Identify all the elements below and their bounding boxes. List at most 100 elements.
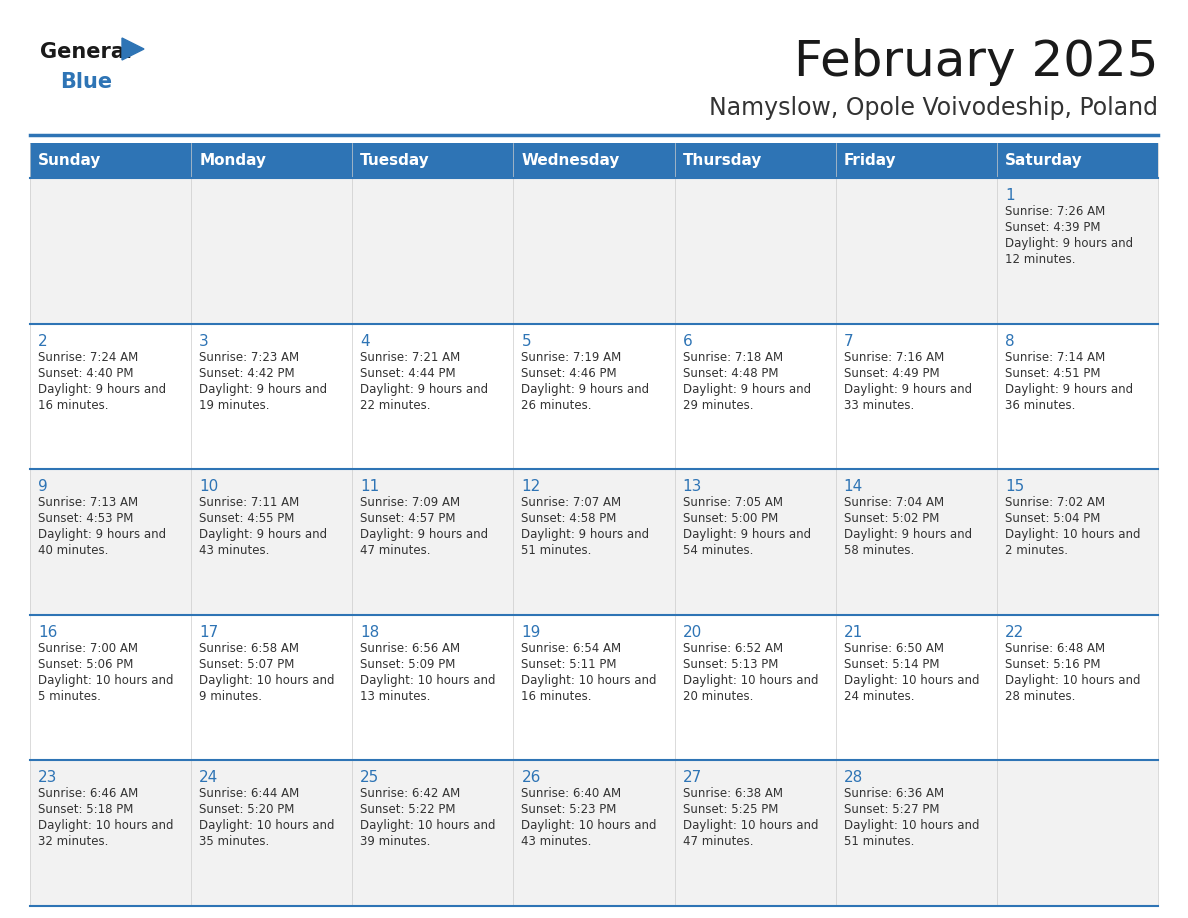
Text: 33 minutes.: 33 minutes. [843, 398, 914, 411]
Text: Sunset: 5:06 PM: Sunset: 5:06 PM [38, 658, 133, 671]
Text: Sunrise: 7:04 AM: Sunrise: 7:04 AM [843, 497, 943, 509]
Bar [30, 469, 1158, 615]
Text: Daylight: 10 hours and: Daylight: 10 hours and [200, 820, 339, 833]
Text: Sunrise: 6:54 AM: Sunrise: 6:54 AM [522, 642, 621, 655]
Bar [835, 143, 997, 178]
Text: Sunrise: 6:46 AM: Sunrise: 6:46 AM [38, 788, 138, 800]
Text: 22: 22 [1005, 625, 1024, 640]
Text: Sunset: 4:48 PM: Sunset: 4:48 PM [683, 366, 778, 380]
Text: Sunrise: 7:23 AM: Sunrise: 7:23 AM [200, 351, 299, 364]
Text: 3: 3 [200, 333, 209, 349]
Bar [675, 143, 835, 178]
Text: 28 minutes.: 28 minutes. [1005, 689, 1075, 703]
Text: Sunrise: 7:11 AM: Sunrise: 7:11 AM [200, 497, 299, 509]
Text: Sunset: 4:46 PM: Sunset: 4:46 PM [522, 366, 617, 380]
Text: Sunrise: 7:07 AM: Sunrise: 7:07 AM [522, 497, 621, 509]
Text: 12 minutes.: 12 minutes. [1005, 253, 1075, 266]
Text: 51 minutes.: 51 minutes. [522, 544, 592, 557]
Text: Sunrise: 7:13 AM: Sunrise: 7:13 AM [38, 497, 138, 509]
Text: Thursday: Thursday [683, 153, 762, 168]
Text: 28: 28 [843, 770, 862, 786]
Text: 6: 6 [683, 333, 693, 349]
Text: Tuesday: Tuesday [360, 153, 430, 168]
Text: General: General [40, 42, 132, 62]
Text: Sunset: 4:57 PM: Sunset: 4:57 PM [360, 512, 456, 525]
Text: Sunset: 5:22 PM: Sunset: 5:22 PM [360, 803, 456, 816]
Text: Sunrise: 7:24 AM: Sunrise: 7:24 AM [38, 351, 138, 364]
Text: Sunrise: 6:40 AM: Sunrise: 6:40 AM [522, 788, 621, 800]
Text: Sunrise: 6:38 AM: Sunrise: 6:38 AM [683, 788, 783, 800]
Text: Sunset: 5:25 PM: Sunset: 5:25 PM [683, 803, 778, 816]
Polygon shape [122, 38, 144, 60]
Text: Sunset: 5:00 PM: Sunset: 5:00 PM [683, 512, 778, 525]
Text: 58 minutes.: 58 minutes. [843, 544, 914, 557]
Text: 32 minutes.: 32 minutes. [38, 835, 108, 848]
Text: Sunday: Sunday [38, 153, 101, 168]
Text: Sunset: 5:13 PM: Sunset: 5:13 PM [683, 658, 778, 671]
Text: Sunrise: 6:44 AM: Sunrise: 6:44 AM [200, 788, 299, 800]
Text: Daylight: 10 hours and: Daylight: 10 hours and [200, 674, 339, 687]
Text: Sunrise: 6:56 AM: Sunrise: 6:56 AM [360, 642, 461, 655]
Text: 9: 9 [38, 479, 48, 494]
Text: 36 minutes.: 36 minutes. [1005, 398, 1075, 411]
Text: Sunset: 4:53 PM: Sunset: 4:53 PM [38, 512, 133, 525]
Bar [30, 143, 191, 178]
Text: 24 minutes.: 24 minutes. [843, 689, 915, 703]
Text: Daylight: 10 hours and: Daylight: 10 hours and [683, 674, 822, 687]
Text: Namyslow, Opole Voivodeship, Poland: Namyslow, Opole Voivodeship, Poland [709, 96, 1158, 120]
Text: Sunrise: 7:09 AM: Sunrise: 7:09 AM [360, 497, 461, 509]
Text: Sunset: 5:02 PM: Sunset: 5:02 PM [843, 512, 939, 525]
Text: 29 minutes.: 29 minutes. [683, 398, 753, 411]
Text: Sunrise: 7:00 AM: Sunrise: 7:00 AM [38, 642, 138, 655]
Text: 24: 24 [200, 770, 219, 786]
Text: Sunrise: 6:36 AM: Sunrise: 6:36 AM [843, 788, 943, 800]
Text: 21: 21 [843, 625, 862, 640]
Text: Sunrise: 7:26 AM: Sunrise: 7:26 AM [1005, 205, 1105, 218]
Text: Sunset: 4:42 PM: Sunset: 4:42 PM [200, 366, 295, 380]
Text: Sunset: 4:44 PM: Sunset: 4:44 PM [360, 366, 456, 380]
Text: Sunset: 4:51 PM: Sunset: 4:51 PM [1005, 366, 1100, 380]
Text: Blue: Blue [61, 72, 112, 92]
Text: Daylight: 9 hours and: Daylight: 9 hours and [360, 383, 492, 396]
Text: 26 minutes.: 26 minutes. [522, 398, 592, 411]
Text: Sunrise: 6:58 AM: Sunrise: 6:58 AM [200, 642, 299, 655]
Bar [997, 143, 1158, 178]
Text: 15: 15 [1005, 479, 1024, 494]
Text: Daylight: 9 hours and: Daylight: 9 hours and [1005, 237, 1137, 250]
Text: Daylight: 10 hours and: Daylight: 10 hours and [38, 674, 177, 687]
Text: Sunrise: 6:42 AM: Sunrise: 6:42 AM [360, 788, 461, 800]
Text: 16 minutes.: 16 minutes. [38, 398, 108, 411]
Text: Daylight: 9 hours and: Daylight: 9 hours and [683, 383, 815, 396]
Text: Sunset: 5:23 PM: Sunset: 5:23 PM [522, 803, 617, 816]
Bar [30, 760, 1158, 906]
Text: Sunset: 5:27 PM: Sunset: 5:27 PM [843, 803, 940, 816]
Text: 7: 7 [843, 333, 853, 349]
Text: Daylight: 10 hours and: Daylight: 10 hours and [843, 820, 982, 833]
Text: 26: 26 [522, 770, 541, 786]
Text: 13: 13 [683, 479, 702, 494]
Text: February 2025: February 2025 [794, 38, 1158, 86]
Text: Daylight: 10 hours and: Daylight: 10 hours and [1005, 674, 1144, 687]
Text: Daylight: 10 hours and: Daylight: 10 hours and [683, 820, 822, 833]
Text: Sunrise: 6:48 AM: Sunrise: 6:48 AM [1005, 642, 1105, 655]
Text: Sunset: 4:58 PM: Sunset: 4:58 PM [522, 512, 617, 525]
Text: 16: 16 [38, 625, 57, 640]
Text: 17: 17 [200, 625, 219, 640]
Text: 13 minutes.: 13 minutes. [360, 689, 431, 703]
Text: Daylight: 10 hours and: Daylight: 10 hours and [360, 674, 499, 687]
Text: Sunset: 5:09 PM: Sunset: 5:09 PM [360, 658, 456, 671]
Text: Daylight: 10 hours and: Daylight: 10 hours and [522, 820, 661, 833]
Text: Daylight: 9 hours and: Daylight: 9 hours and [360, 528, 492, 542]
Text: Sunset: 4:49 PM: Sunset: 4:49 PM [843, 366, 940, 380]
Text: 12: 12 [522, 479, 541, 494]
Text: Daylight: 10 hours and: Daylight: 10 hours and [522, 674, 661, 687]
Text: Daylight: 10 hours and: Daylight: 10 hours and [843, 674, 982, 687]
Text: 16 minutes.: 16 minutes. [522, 689, 592, 703]
Text: Sunrise: 7:16 AM: Sunrise: 7:16 AM [843, 351, 944, 364]
Bar [30, 324, 1158, 469]
Text: 43 minutes.: 43 minutes. [200, 544, 270, 557]
Text: Daylight: 9 hours and: Daylight: 9 hours and [522, 383, 653, 396]
Bar [191, 143, 353, 178]
Text: 8: 8 [1005, 333, 1015, 349]
Text: 35 minutes.: 35 minutes. [200, 835, 270, 848]
